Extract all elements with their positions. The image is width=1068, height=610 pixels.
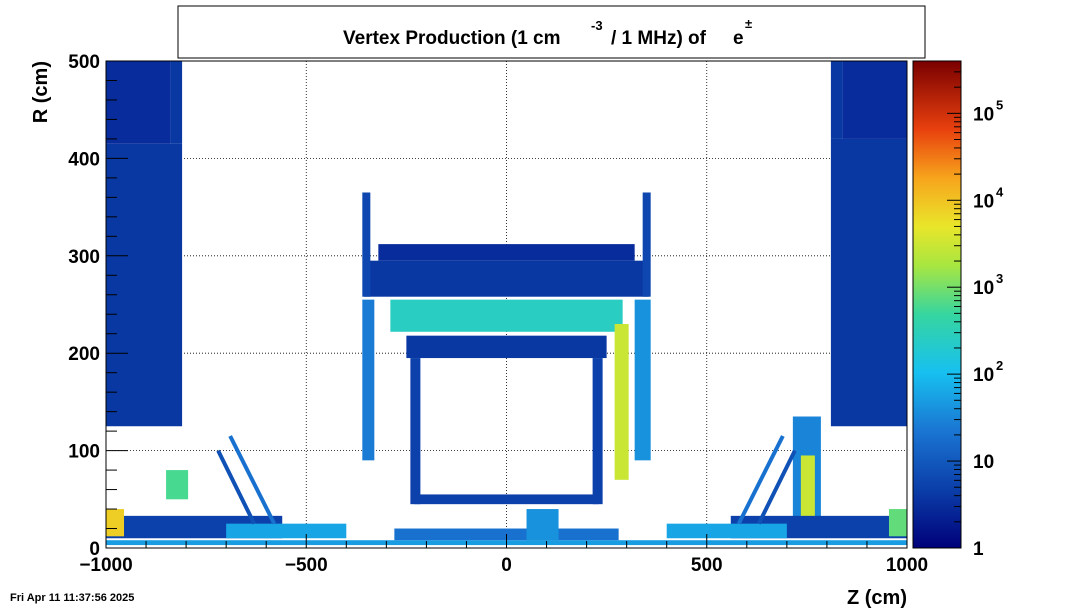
right-calorimeter-neck	[830, 61, 843, 139]
colorbar-tick-label: 10	[973, 278, 994, 299]
colorbar-tick-label: 10	[973, 191, 994, 212]
right-arm-inner	[757, 449, 797, 525]
chart-title-particle: e	[733, 28, 744, 49]
right-beamline-structure	[666, 523, 787, 539]
left-calorimeter-top	[106, 61, 171, 144]
left-calorimeter-neck	[170, 61, 183, 144]
barrel-upper-band	[364, 260, 649, 297]
colorbar-tick-label: 10	[973, 365, 994, 386]
barrel-right-wall-top	[642, 192, 651, 297]
right-calorimeter-block	[830, 138, 907, 427]
inner-frame-bottom	[414, 494, 599, 505]
right-arm-outer	[737, 435, 785, 525]
inner-frame-right	[592, 358, 603, 505]
chart-title: Vertex Production (1 cm	[343, 28, 561, 49]
barrel-left-wall-top	[362, 192, 371, 297]
left-small-box	[166, 470, 189, 500]
colorbar-tick-exponent: 3	[996, 271, 1003, 286]
chart-title-rest: / 1 MHz) of	[611, 28, 707, 49]
x-tick-label: 500	[691, 555, 723, 576]
y-tick-label: 500	[68, 52, 100, 73]
left-arm-outer	[228, 435, 276, 525]
chart-title-superscript: -3	[591, 18, 603, 33]
y-tick-label: 300	[68, 247, 100, 268]
colorbar	[912, 60, 962, 549]
colorbar-tick-exponent: 5	[996, 97, 1003, 112]
barrel-top-cap	[378, 244, 635, 261]
left-beamline-structure	[226, 523, 347, 539]
left-calorimeter-block	[106, 143, 183, 427]
right-calorimeter-top	[842, 61, 907, 139]
y-axis-label: R (cm)	[30, 61, 52, 123]
x-axis-label: Z (cm)	[847, 587, 907, 609]
y-tick-label: 0	[89, 539, 100, 560]
y-tick-label: 200	[68, 344, 100, 365]
x-tick-label: 0	[501, 555, 512, 576]
colorbar-tick-label: 1	[973, 539, 984, 560]
left-wall-lower	[362, 299, 375, 461]
colorbar-tick-exponent: 2	[996, 358, 1003, 373]
heatmap-regions	[106, 61, 907, 546]
y-tick-label: 400	[68, 149, 100, 170]
central-vessel	[526, 509, 559, 541]
colorbar-tick-exponent: 4	[996, 184, 1004, 199]
y-axis: 0 100 200 300 400 500	[68, 52, 128, 560]
inner-frame-left	[410, 358, 421, 505]
right-wall-lower	[614, 323, 629, 480]
timestamp: Fri Apr 11 11:37:56 2025	[10, 592, 135, 604]
x-tick-label: −500	[285, 555, 328, 576]
left-arm-inner	[216, 449, 256, 525]
chart-title-particle-superscript: ±	[745, 16, 752, 31]
right-endcap-core	[800, 455, 815, 529]
colorbar-tick-label: 10	[973, 104, 994, 125]
coil-band	[390, 299, 623, 332]
inner-frame-top	[406, 335, 607, 359]
x-axis: −1000 −500 0 500 1000	[79, 534, 928, 576]
title-box	[177, 5, 926, 59]
right-edge-hotspot	[888, 509, 907, 537]
x-tick-label: 1000	[886, 555, 928, 576]
x-tick-label: −1000	[79, 555, 132, 576]
y-tick-label: 100	[68, 442, 100, 463]
colorbar-tick-label: 10	[973, 452, 994, 473]
left-edge-hotspot	[106, 509, 125, 537]
right-wall-outer	[634, 299, 651, 461]
